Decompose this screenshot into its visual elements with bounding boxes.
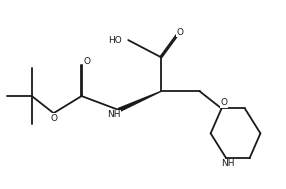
Text: O: O xyxy=(177,28,184,37)
Text: O: O xyxy=(83,57,90,66)
Text: HO: HO xyxy=(108,36,121,45)
Polygon shape xyxy=(118,91,161,112)
Text: O: O xyxy=(50,114,57,123)
Text: NH: NH xyxy=(221,159,235,168)
Text: O: O xyxy=(221,98,228,107)
Text: NH: NH xyxy=(108,110,121,119)
